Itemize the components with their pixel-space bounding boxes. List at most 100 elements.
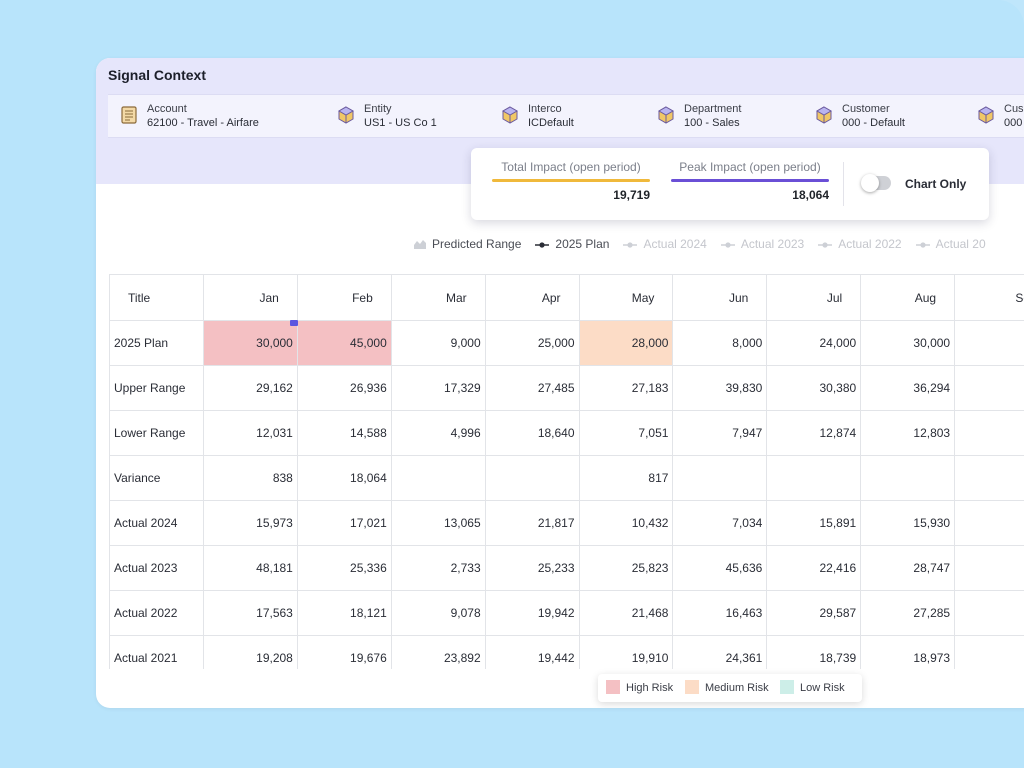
table-cell[interactable]: 15,973: [202, 500, 298, 546]
comment-flag-icon[interactable]: [290, 320, 298, 326]
table-cell[interactable]: [672, 455, 768, 501]
legend-item-actual-2023[interactable]: Actual 2023: [720, 237, 804, 252]
column-header-feb[interactable]: Feb: [296, 274, 392, 321]
table-cell[interactable]: 16,463: [672, 590, 768, 636]
table-cell[interactable]: 6: [954, 410, 1024, 456]
table-cell[interactable]: [484, 455, 580, 501]
table-cell[interactable]: 25,336: [296, 545, 392, 591]
table-cell[interactable]: 12,031: [202, 410, 298, 456]
forecast-table-container: TitleJanFebMarAprMayJunJulAugSe 2025 Pla…: [109, 274, 1024, 669]
table-cell[interactable]: 18,973: [860, 635, 956, 669]
column-header-aug[interactable]: Aug: [860, 274, 956, 321]
table-cell[interactable]: 17,563: [202, 590, 298, 636]
table-cell[interactable]: 26,936: [296, 365, 392, 411]
table-cell[interactable]: 7,051: [578, 410, 674, 456]
table-cell[interactable]: 8,000: [672, 320, 768, 366]
table-cell[interactable]: 21,817: [484, 500, 580, 546]
legend-item-2025-plan[interactable]: 2025 Plan: [535, 237, 609, 252]
table-cell[interactable]: 18,121: [296, 590, 392, 636]
table-cell[interactable]: 13,065: [390, 500, 486, 546]
table-cell[interactable]: 15,930: [860, 500, 956, 546]
table-cell[interactable]: 19,910: [578, 635, 674, 669]
table-cell[interactable]: 7,034: [672, 500, 768, 546]
table-cell[interactable]: [954, 455, 1024, 501]
table-cell[interactable]: 9,000: [390, 320, 486, 366]
table-cell[interactable]: 30,000: [202, 320, 298, 366]
column-header-mar[interactable]: Mar: [390, 274, 486, 321]
table-cell[interactable]: 27,183: [578, 365, 674, 411]
table-cell[interactable]: 9,078: [390, 590, 486, 636]
table-cell[interactable]: 28,747: [860, 545, 956, 591]
table-cell[interactable]: 25,000: [484, 320, 580, 366]
table-cell[interactable]: 18,640: [484, 410, 580, 456]
legend-item-actual-20[interactable]: Actual 20: [915, 237, 986, 252]
table-cell[interactable]: 12,803: [860, 410, 956, 456]
column-header-jun[interactable]: Jun: [672, 274, 768, 321]
table-cell[interactable]: 24,000: [766, 320, 862, 366]
table-cell[interactable]: 27,285: [860, 590, 956, 636]
legend-item-actual-2024[interactable]: Actual 2024: [623, 237, 707, 252]
table-cell[interactable]: 25,233: [484, 545, 580, 591]
table-cell[interactable]: 23,892: [390, 635, 486, 669]
table-cell[interactable]: 45,000: [296, 320, 392, 366]
table-cell[interactable]: 39,830: [672, 365, 768, 411]
table-cell[interactable]: 4,996: [390, 410, 486, 456]
legend-item-actual-2022[interactable]: Actual 2022: [818, 237, 902, 252]
column-header-jan[interactable]: Jan: [202, 274, 298, 321]
table-row: Upper Range 29,162 26,936 17,329 27,485 27,18…: [109, 365, 1024, 411]
table-cell[interactable]: [766, 455, 862, 501]
table-cell[interactable]: 25,823: [578, 545, 674, 591]
table-header-row: TitleJanFebMarAprMayJunJulAugSe: [109, 274, 1024, 321]
table-cell[interactable]: 19,208: [202, 635, 298, 669]
table-cell[interactable]: 25: [954, 320, 1024, 366]
table-cell[interactable]: 28: [954, 365, 1024, 411]
table-cell[interactable]: 24: [954, 590, 1024, 636]
cube-icon: [815, 106, 833, 124]
table-cell[interactable]: 18,739: [766, 635, 862, 669]
table-cell[interactable]: 30,380: [766, 365, 862, 411]
table-cell[interactable]: 48,181: [202, 545, 298, 591]
column-header-jul[interactable]: Jul: [766, 274, 862, 321]
table-cell[interactable]: 23: [954, 635, 1024, 669]
table-cell[interactable]: 17,329: [390, 365, 486, 411]
column-header-title[interactable]: Title: [109, 274, 204, 321]
table-cell[interactable]: 19,442: [484, 635, 580, 669]
table-cell[interactable]: 15: [954, 545, 1024, 591]
table-cell[interactable]: 29,587: [766, 590, 862, 636]
column-header-apr[interactable]: Apr: [484, 274, 580, 321]
legend-item-predicted-range[interactable]: Predicted Range: [414, 237, 521, 252]
table-cell[interactable]: 2,733: [390, 545, 486, 591]
table-cell[interactable]: 27,485: [484, 365, 580, 411]
total-impact-label: Total Impact (open period): [501, 160, 641, 174]
table-cell[interactable]: 18,064: [296, 455, 392, 501]
table-cell[interactable]: 15,891: [766, 500, 862, 546]
table-cell[interactable]: 36,294: [860, 365, 956, 411]
table-cell[interactable]: 14,588: [296, 410, 392, 456]
table-cell[interactable]: 7,947: [672, 410, 768, 456]
context-label: Cus: [1004, 103, 1024, 115]
table-cell[interactable]: 10,432: [578, 500, 674, 546]
table-cell[interactable]: 17,021: [296, 500, 392, 546]
table-cell[interactable]: 24,361: [672, 635, 768, 669]
table-cell[interactable]: 817: [578, 455, 674, 501]
legend-label: Predicted Range: [432, 237, 522, 252]
chart-only-toggle[interactable]: [861, 174, 891, 192]
column-header-se[interactable]: Se: [954, 274, 1024, 321]
ledger-icon: [121, 106, 137, 124]
toggle-knob[interactable]: [861, 174, 879, 192]
table-cell[interactable]: 29,162: [202, 365, 298, 411]
table-cell[interactable]: 19,942: [484, 590, 580, 636]
total-impact-underline: [492, 179, 650, 182]
table-cell[interactable]: [860, 455, 956, 501]
table-cell[interactable]: 21,468: [578, 590, 674, 636]
table-cell[interactable]: 45,636: [672, 545, 768, 591]
table-cell[interactable]: 838: [202, 455, 298, 501]
table-cell[interactable]: 12,874: [766, 410, 862, 456]
table-cell[interactable]: 30,000: [860, 320, 956, 366]
table-cell[interactable]: 28,000: [578, 320, 674, 366]
table-cell[interactable]: 19,676: [296, 635, 392, 669]
table-cell[interactable]: 22,416: [766, 545, 862, 591]
table-cell[interactable]: 12: [954, 500, 1024, 546]
table-cell[interactable]: [390, 455, 486, 501]
column-header-may[interactable]: May: [578, 274, 674, 321]
